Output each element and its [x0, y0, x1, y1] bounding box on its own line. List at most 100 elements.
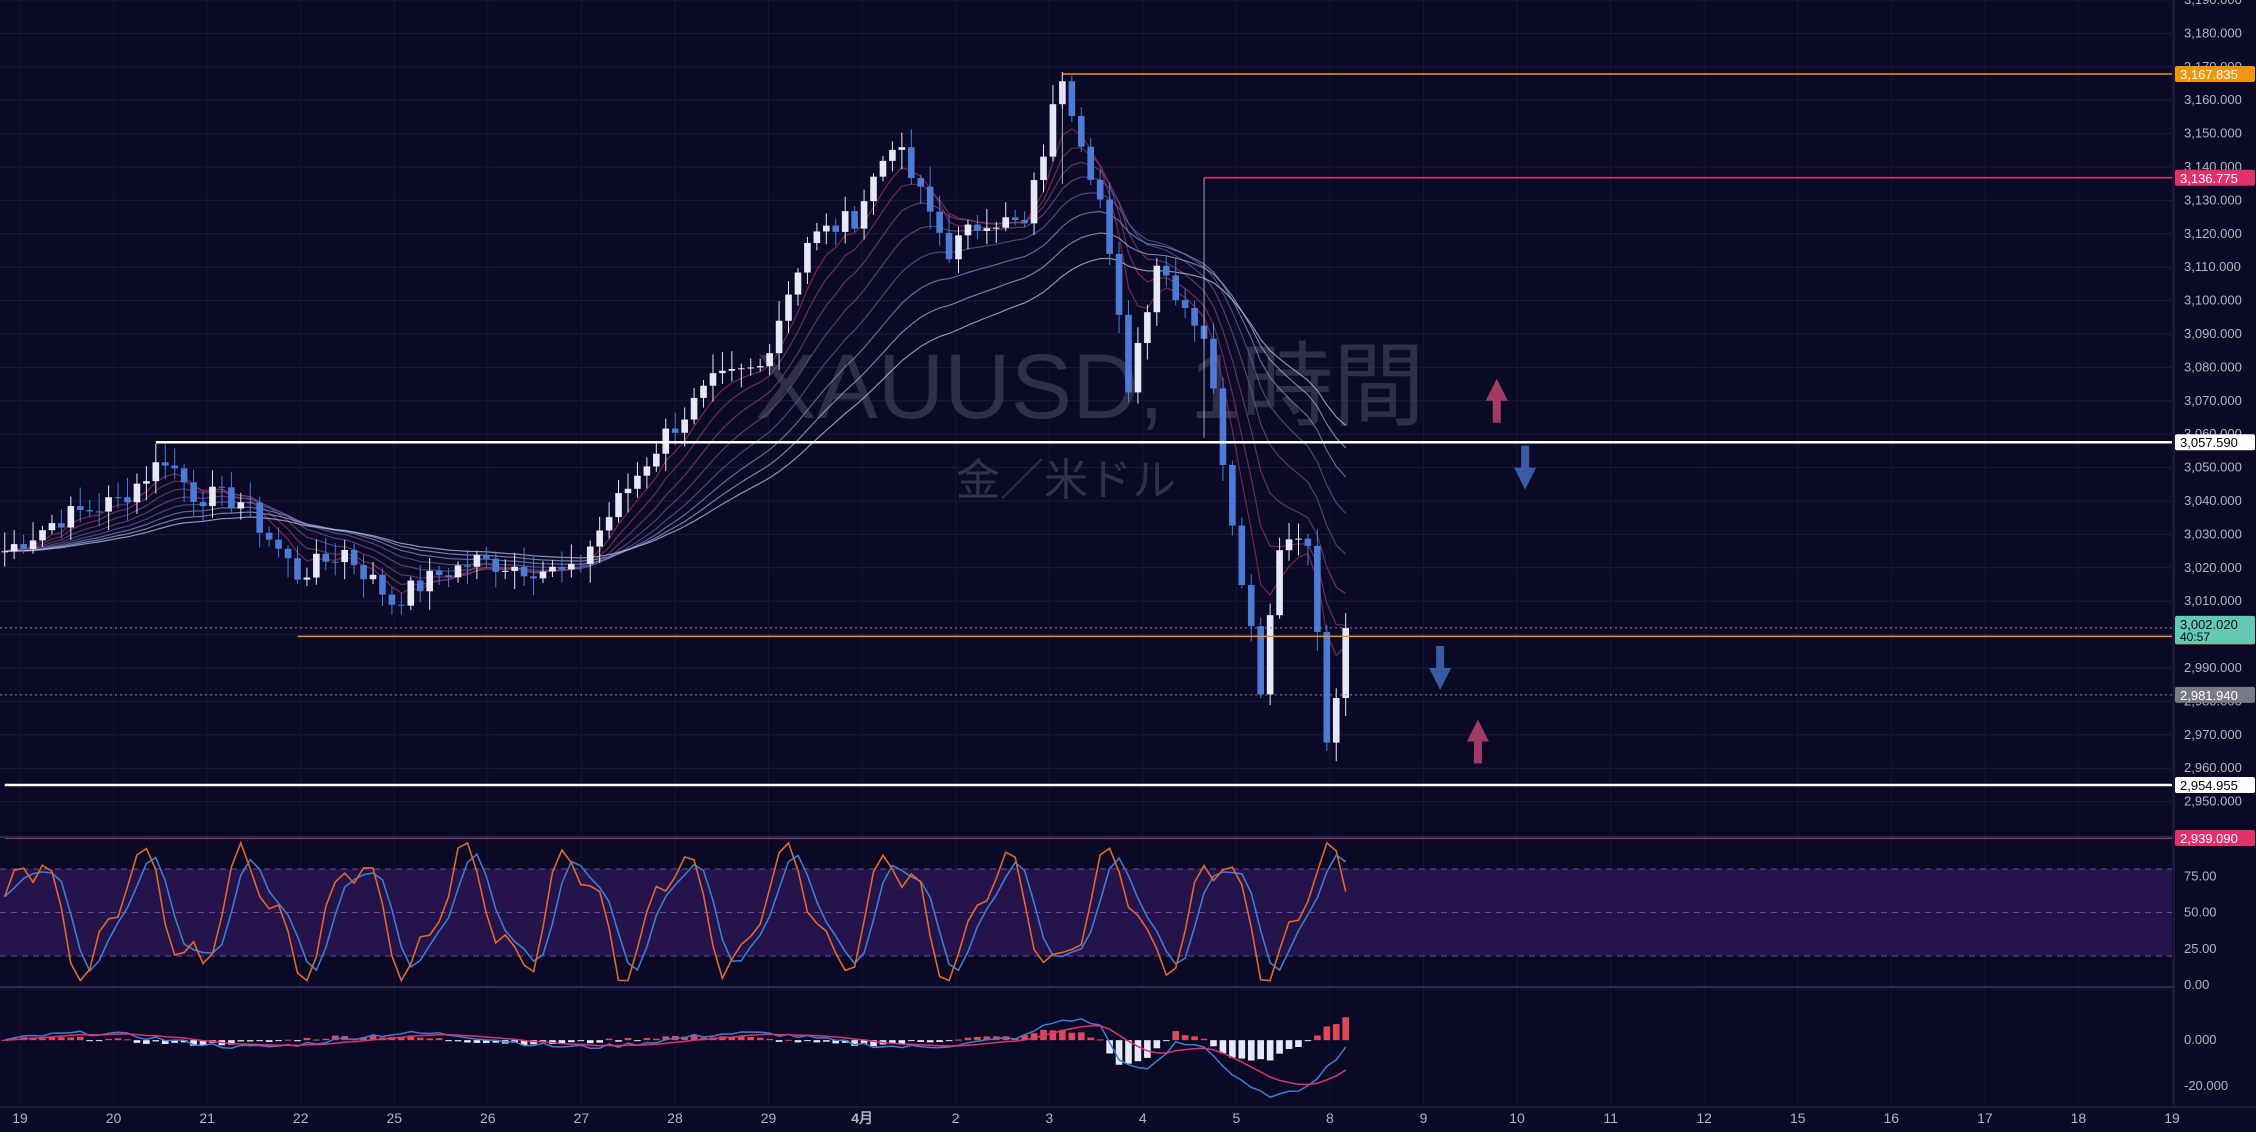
horizontal-level-lines[interactable] [0, 73, 2172, 839]
candle-body [530, 576, 537, 579]
candle-body [398, 604, 405, 606]
macd-histogram-bar [48, 1036, 56, 1041]
candle-body [1144, 312, 1151, 344]
candle-body [473, 555, 481, 567]
candle-body [586, 546, 594, 564]
candle-body [520, 566, 528, 577]
macd-histogram-bar [256, 1040, 264, 1042]
time-tick-label: 26 [480, 1110, 496, 1126]
macd-histogram-bar [407, 1035, 415, 1041]
candle-body [1106, 199, 1113, 254]
candle-body [76, 506, 84, 511]
candle-body [1030, 180, 1038, 224]
candle-body [1247, 585, 1255, 627]
level-price-badge [2175, 830, 2255, 847]
macd-line [4, 1018, 1347, 1099]
macd-histogram-bar [445, 1040, 452, 1042]
candle-body [1342, 627, 1350, 699]
macd-histogram-bar [143, 1040, 150, 1044]
candle-body [1314, 545, 1321, 632]
macd-histogram-bar [1200, 1038, 1208, 1041]
candle-body [813, 231, 821, 243]
candle-body [1304, 538, 1312, 546]
candle-body [48, 523, 56, 531]
candle-body [1153, 265, 1161, 313]
macd-histogram-bar [822, 1040, 830, 1042]
candle-body [20, 544, 27, 549]
candle-body [974, 224, 981, 231]
macd-histogram-bar [841, 1040, 849, 1043]
candle-body [1, 551, 9, 553]
macd-histogram-bar [1021, 1035, 1028, 1041]
price-tick-label: 3,120.000 [2184, 226, 2242, 241]
candle-body [889, 149, 896, 161]
candle-body [190, 482, 197, 502]
macd-histogram-bar [435, 1038, 443, 1041]
macd-histogram-bar [1077, 1032, 1085, 1041]
level-price-badge [2175, 169, 2255, 186]
candle-body [1285, 539, 1293, 551]
candle-body [464, 565, 471, 567]
candle-body [133, 483, 141, 503]
candle-body [95, 511, 103, 513]
macd-histogram-bar [303, 1037, 311, 1041]
candle-body [228, 487, 235, 509]
macd-histogram-bar [955, 1039, 962, 1041]
candle-body [860, 201, 868, 229]
macd-histogram-bar [813, 1040, 821, 1043]
candle-body [549, 566, 556, 572]
candle-body [1049, 104, 1057, 157]
candle-body [416, 580, 424, 592]
marker-price-badge [2175, 686, 2255, 703]
candle-body [322, 553, 330, 562]
macd-histogram-bar [1191, 1036, 1198, 1041]
candle-body [445, 575, 452, 578]
candle-body [114, 497, 122, 499]
candle-body [313, 553, 320, 578]
time-tick-label: 20 [106, 1110, 122, 1126]
macd-histogram-bar [926, 1040, 934, 1043]
candle-body [870, 176, 877, 202]
macd-histogram-bar [1181, 1035, 1189, 1041]
macd-histogram-bar [1030, 1033, 1038, 1041]
macd-histogram-bar [832, 1040, 840, 1044]
macd-histogram-bar [1314, 1035, 1321, 1041]
macd-histogram-bar [124, 1039, 131, 1041]
macd-histogram-bar [917, 1040, 925, 1042]
macd-histogram-bar [785, 1039, 792, 1041]
macd-histogram-bar [1144, 1040, 1151, 1058]
macd-histogram-bar [1247, 1040, 1255, 1061]
candle-body [766, 353, 773, 367]
macd-histogram-bar [492, 1040, 500, 1043]
macd-histogram-bar [520, 1040, 528, 1046]
candle-body [832, 225, 840, 232]
macd-histogram-bar [483, 1040, 490, 1044]
candle-body [605, 517, 613, 531]
candle-body [926, 186, 934, 212]
macd-histogram-bar [95, 1040, 103, 1042]
candle-body [105, 497, 112, 512]
candle-body [275, 539, 282, 549]
candle-body [246, 502, 254, 504]
price-tick-label: 3,080.000 [2184, 359, 2242, 374]
candle-body [690, 397, 698, 420]
candle-body [653, 453, 660, 467]
candle-body [86, 510, 94, 512]
candle-body [1021, 219, 1028, 224]
candle-body [1087, 146, 1095, 180]
candle-body [1040, 156, 1047, 181]
candle-body [501, 570, 509, 572]
candle-body [681, 419, 688, 433]
candle-body [1115, 253, 1123, 315]
level-price-label: 3,057.590 [2180, 435, 2238, 450]
candle-body [152, 462, 160, 482]
candle-body [1266, 615, 1274, 695]
arrow-markers[interactable] [1429, 378, 1537, 764]
macd-histogram-bar [228, 1040, 235, 1045]
time-axis[interactable]: 19 20 21 22 25 26 27 28 29 4月 2 3 4 5 8 9 10 11 12 15 16 17 18… [0, 1106, 2256, 1132]
time-tick-label: 28 [667, 1110, 683, 1126]
time-tick-label: 2 [952, 1110, 960, 1126]
